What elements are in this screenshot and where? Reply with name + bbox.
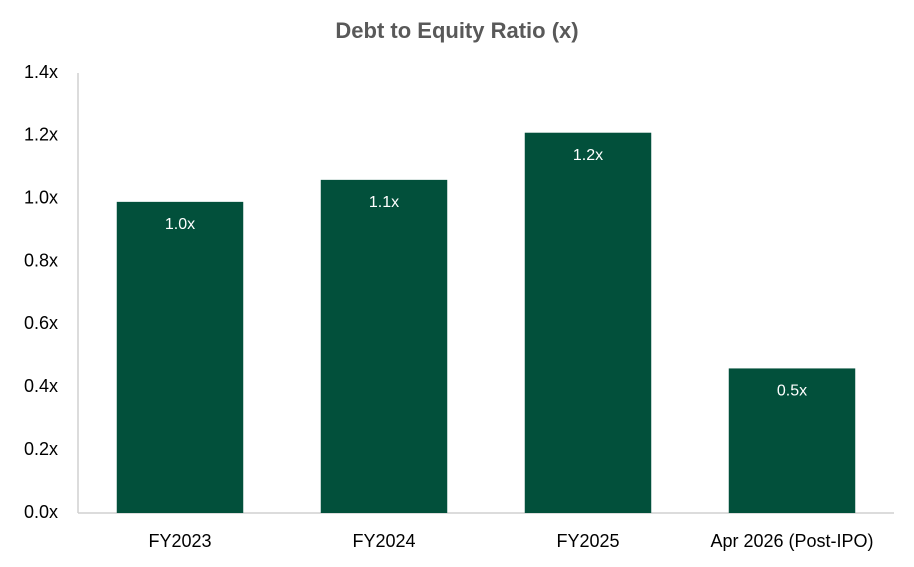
y-tick-label: 0.6x	[24, 313, 58, 333]
y-tick-label: 0.4x	[24, 376, 58, 396]
value-label: 1.2x	[573, 147, 603, 164]
bar	[728, 368, 856, 513]
x-tick-label: Apr 2026 (Post-IPO)	[710, 531, 873, 551]
y-tick-label: 0.8x	[24, 250, 58, 270]
value-label: 1.0x	[165, 216, 195, 233]
y-tick-label: 1.4x	[24, 62, 58, 82]
bar	[320, 179, 448, 513]
y-tick-label: 0.2x	[24, 439, 58, 459]
y-tick-label: 0.0x	[24, 502, 58, 522]
bar	[524, 132, 652, 513]
x-tick-label: FY2024	[352, 531, 415, 551]
y-tick-label: 1.0x	[24, 187, 58, 207]
x-tick-label: FY2023	[148, 531, 211, 551]
y-tick-label: 1.2x	[24, 125, 58, 145]
value-label: 0.5x	[777, 383, 807, 400]
bar	[116, 201, 244, 513]
value-label: 1.1x	[369, 194, 399, 211]
x-tick-label: FY2025	[556, 531, 619, 551]
chart-title: Debt to Equity Ratio (x)	[335, 18, 578, 43]
